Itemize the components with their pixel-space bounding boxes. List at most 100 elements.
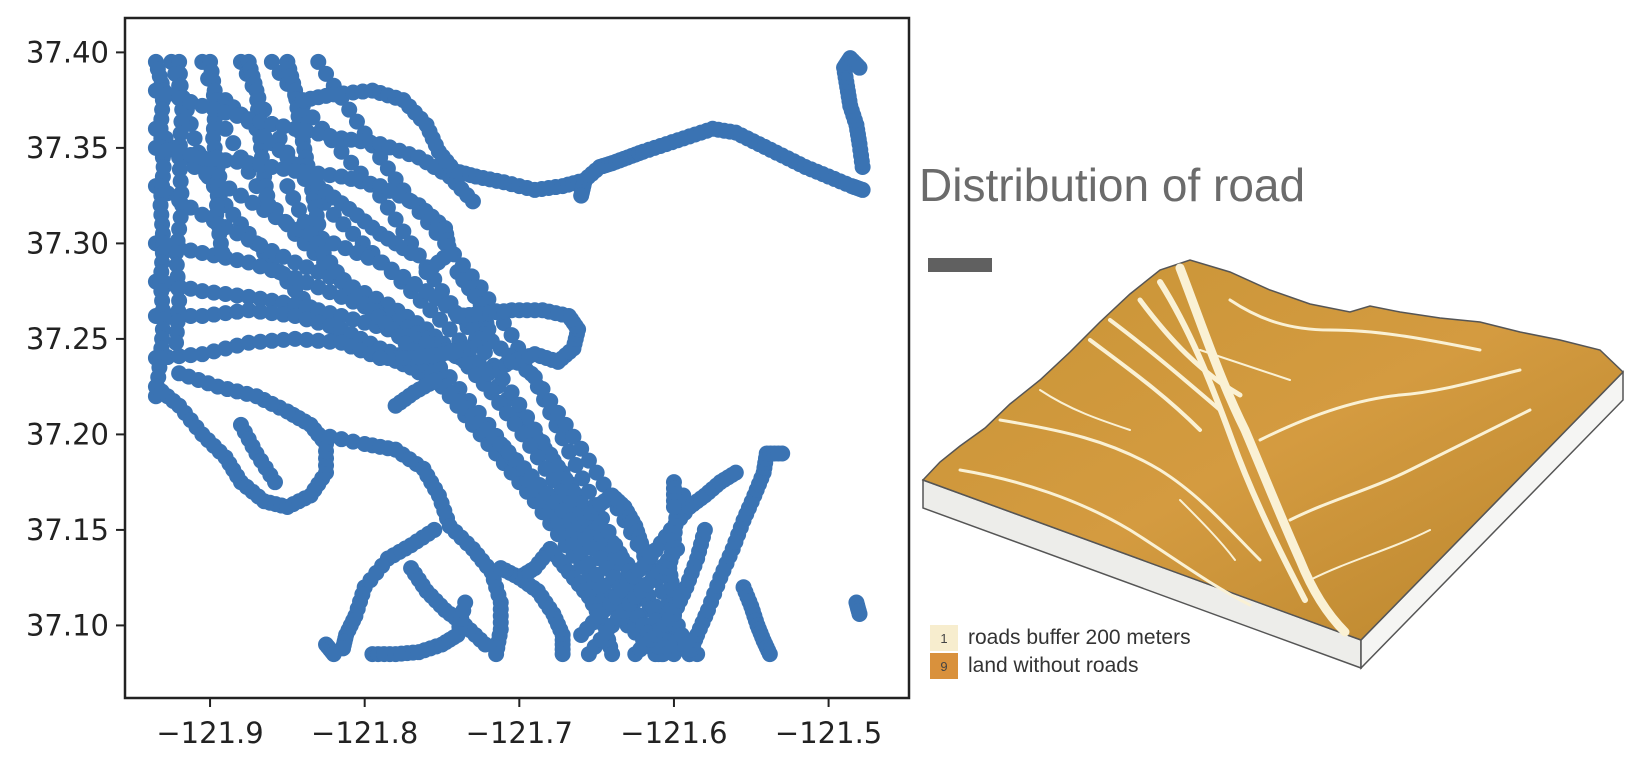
scatter-point — [549, 404, 566, 421]
legend-swatch-roads: 1 — [930, 625, 958, 651]
scatter-point — [457, 353, 474, 370]
scatter-point — [217, 305, 234, 322]
scatter-point — [194, 283, 211, 300]
scatter-point — [186, 130, 203, 147]
scatter-point — [205, 306, 222, 323]
scatter-point — [169, 268, 186, 285]
scatter-point — [168, 256, 185, 273]
scatter-point — [263, 305, 280, 322]
scatter-point — [168, 244, 185, 261]
x-tick-label: −121.7 — [466, 716, 573, 750]
scatter-point — [214, 244, 231, 261]
x-tick-label: −121.5 — [775, 716, 882, 750]
legend: 1 roads buffer 200 meters 9 land without… — [930, 624, 1191, 680]
scatter-point — [296, 213, 313, 230]
scatter-point — [168, 334, 185, 351]
scatter-point — [406, 275, 423, 292]
scatter-point — [217, 152, 234, 169]
scatter-point — [573, 187, 590, 204]
scatter-point — [194, 149, 211, 166]
scatter-point — [545, 472, 562, 489]
scatter-point — [279, 178, 296, 195]
scatter-point — [557, 416, 574, 433]
scatter-point — [310, 332, 327, 349]
x-tick-label: −121.9 — [156, 716, 263, 750]
scatter-point — [851, 605, 868, 622]
scatter-point — [343, 154, 360, 171]
scatter-point — [170, 280, 187, 297]
scatter-point — [287, 330, 304, 347]
scatter-point — [333, 143, 350, 160]
scatter-point — [418, 264, 435, 281]
scatter-point — [534, 381, 551, 398]
scatter-point — [298, 164, 315, 181]
scatter-point — [727, 464, 744, 481]
scatter-point — [526, 369, 543, 386]
scatter-point — [263, 332, 280, 349]
scatter-point — [171, 365, 188, 382]
scatter-point — [266, 474, 283, 491]
axis-ticks: −121.9 −121.8 −121.7 −121.6 −121.5 37.10 37.15… — [26, 35, 882, 750]
legend-item-land-without-roads: 9 land without roads — [930, 652, 1191, 680]
terrain-road-network — [958, 263, 1532, 637]
scatter-point — [275, 306, 292, 323]
scatter-point — [194, 307, 211, 324]
scatter-point — [529, 449, 546, 466]
scatter-point — [696, 521, 713, 538]
scatter-point — [287, 162, 304, 179]
y-tick-label: 37.40 — [26, 35, 109, 69]
legend-item-roads-buffer: 1 roads buffer 200 meters — [930, 624, 1191, 652]
scatter-point — [244, 194, 261, 211]
scatter-point — [854, 181, 871, 198]
scatter-point — [171, 53, 188, 70]
scatter-point — [607, 537, 624, 554]
scatter-point — [198, 166, 215, 183]
scatter-point — [267, 209, 284, 226]
scatter-point — [318, 65, 335, 82]
scatter-point — [488, 646, 505, 663]
scatter-point — [561, 443, 578, 460]
scatter-point — [580, 483, 597, 500]
scatter-point — [173, 113, 190, 130]
scatter-point — [395, 223, 412, 240]
scatter-point — [252, 333, 269, 350]
scatter-point — [464, 193, 481, 210]
scatter-point — [240, 334, 257, 351]
scatter-point — [310, 53, 327, 70]
scatter-point — [477, 636, 494, 653]
scatter-point — [526, 421, 543, 438]
scatter-point — [260, 197, 277, 214]
title-underline-bar — [928, 258, 992, 272]
plot-frame — [123, 16, 911, 700]
y-tick-label: 37.15 — [26, 513, 109, 547]
scatter-point — [534, 434, 551, 451]
scatter-point — [171, 161, 188, 178]
scatter-point — [395, 268, 412, 285]
scatter-point — [514, 426, 531, 443]
scatter-point — [310, 165, 327, 182]
scatter-point — [240, 302, 257, 319]
scatter-point — [557, 471, 574, 488]
scatter-point — [519, 409, 536, 426]
scatter-point — [549, 458, 566, 475]
scatter-point — [441, 321, 458, 338]
scatter-point — [761, 646, 778, 663]
y-tick-label: 37.20 — [26, 417, 109, 451]
scatter-point — [573, 440, 590, 457]
scatter-point — [285, 190, 302, 207]
scatter-point — [252, 303, 269, 320]
scatter-point — [774, 445, 791, 462]
scatter-point — [580, 452, 597, 469]
scatter-point — [341, 101, 358, 118]
scatter-point — [503, 384, 520, 401]
y-tick-label: 37.30 — [26, 226, 109, 260]
scatter-point — [298, 331, 315, 348]
scatter-point — [229, 287, 246, 304]
scatter-point — [588, 464, 605, 481]
scatter-point — [169, 233, 186, 250]
x-tick-label: −121.6 — [620, 716, 727, 750]
scatter-point — [492, 560, 509, 577]
scatter-point — [567, 456, 584, 473]
scatter-point — [232, 187, 249, 204]
